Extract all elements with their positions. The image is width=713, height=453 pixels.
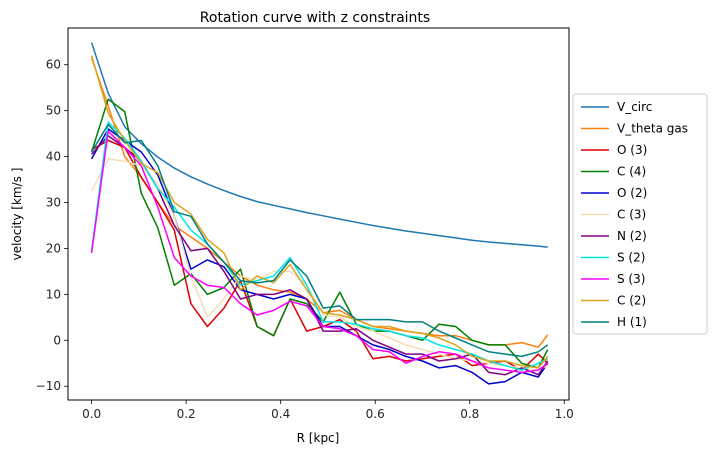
- y-tick-label: 60: [46, 58, 61, 72]
- legend-label-5: C (3): [617, 208, 646, 222]
- series-line-6: [91, 135, 549, 376]
- legend-label-8: S (3): [617, 272, 645, 286]
- legend-label-0: V_circ: [617, 100, 652, 114]
- y-tick-label: 0: [53, 333, 61, 347]
- x-axis-label: R [kpc]: [297, 431, 340, 445]
- legend-label-7: S (2): [617, 251, 645, 265]
- x-tick-label: 1.0: [555, 407, 574, 421]
- legend-frame: [572, 93, 708, 335]
- legend-label-3: C (4): [617, 165, 646, 179]
- legend-label-9: C (2): [617, 294, 646, 308]
- y-tick-label: −10: [36, 379, 61, 393]
- y-tick-label: 30: [46, 196, 61, 210]
- y-tick-label: 50: [46, 104, 61, 118]
- y-tick-label: 40: [46, 150, 61, 164]
- x-axis: 0.0 0.2 0.4 0.6 0.8 1.0: [82, 400, 574, 421]
- y-tick-label: 10: [46, 287, 61, 301]
- chart-title: Rotation curve with z constraints: [200, 10, 430, 26]
- plot-lines: [90, 42, 549, 385]
- series-line-9: [90, 55, 549, 369]
- x-tick-label: 0.8: [460, 407, 479, 421]
- legend: V_circ V_theta gas O (3) C (4) O (2) C (3) N (…: [572, 93, 708, 335]
- series-line-10: [90, 123, 549, 358]
- x-tick-label: 0.0: [82, 407, 101, 421]
- x-tick-label: 0.4: [271, 407, 290, 421]
- plot-frame: [67, 27, 570, 401]
- legend-label-10: H (1): [617, 315, 647, 329]
- x-tick-label: 0.2: [177, 407, 196, 421]
- x-tick-label: 0.6: [366, 407, 385, 421]
- legend-label-2: O (3): [617, 143, 647, 157]
- series-line-8: [90, 130, 549, 374]
- series-line-0: [90, 42, 548, 248]
- y-axis: −10 0 10 20 30 40 50 60: [36, 58, 68, 393]
- series-line-7: [90, 121, 549, 371]
- series-line-5: [90, 158, 549, 371]
- legend-label-1: V_theta gas: [617, 122, 688, 136]
- y-axis-label: velocity [km/s ]: [10, 168, 24, 261]
- legend-label-6: N (2): [617, 229, 647, 243]
- y-tick-label: 20: [46, 241, 61, 255]
- legend-label-4: O (2): [617, 186, 647, 200]
